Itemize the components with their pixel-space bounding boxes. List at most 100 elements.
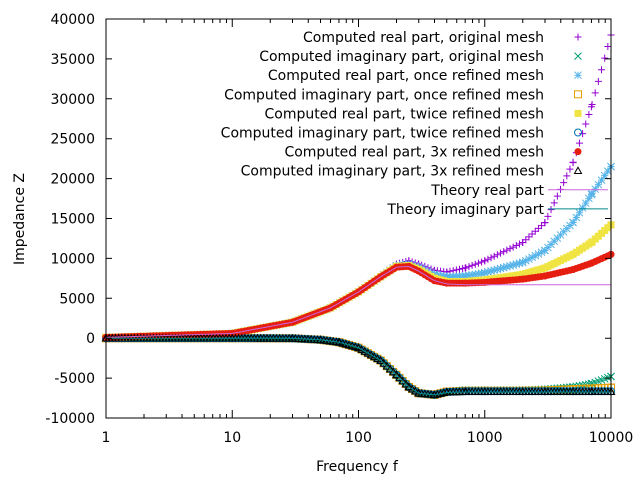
data-point xyxy=(587,387,596,395)
data-point xyxy=(518,258,527,267)
data-point xyxy=(518,387,528,395)
data-point xyxy=(414,388,424,397)
y-tick-label: 10000 xyxy=(50,251,95,267)
data-point xyxy=(587,103,595,111)
series-marker xyxy=(515,259,524,268)
series-marker xyxy=(553,192,561,200)
series-marker xyxy=(597,176,606,185)
series-marker xyxy=(579,130,587,138)
series-marker xyxy=(563,172,571,180)
series-marker xyxy=(560,179,568,187)
series-marker xyxy=(509,243,517,251)
data-point xyxy=(480,268,489,277)
series-marker xyxy=(398,376,408,385)
series-marker xyxy=(594,77,602,85)
series-marker xyxy=(407,384,417,393)
series-marker xyxy=(550,199,558,207)
series-marker xyxy=(357,345,367,353)
series-marker xyxy=(521,256,530,265)
series-marker xyxy=(585,194,593,203)
legend-marker xyxy=(574,71,582,80)
series-marker xyxy=(566,165,574,173)
y-tick-label: -5000 xyxy=(54,371,95,387)
legend-marker xyxy=(573,166,583,174)
data-point xyxy=(442,272,451,281)
data-point xyxy=(519,238,527,246)
legend-marker xyxy=(574,52,582,60)
data-point xyxy=(392,370,401,379)
series-marker xyxy=(468,261,476,269)
y-tick-label: -10000 xyxy=(45,411,95,427)
series-marker xyxy=(493,265,502,274)
series-marker xyxy=(591,89,599,97)
legend-label: Computed imaginary part, original mesh xyxy=(259,49,544,65)
series-marker xyxy=(436,271,445,280)
legend-label: Computed imaginary part, 3x refined mesh xyxy=(241,164,544,180)
series-marker xyxy=(604,43,612,51)
series-marker xyxy=(410,386,420,395)
y-tick-label: 0 xyxy=(86,331,95,347)
series-marker xyxy=(490,252,498,260)
data-point xyxy=(481,278,489,286)
legend-label: Theory imaginary part xyxy=(386,202,544,218)
legend-label: Computed imaginary part, twice refined m… xyxy=(221,126,544,142)
series-marker xyxy=(575,208,584,217)
legend-marker xyxy=(574,90,582,99)
data-point xyxy=(541,272,549,280)
data-point xyxy=(442,387,452,396)
data-point xyxy=(587,238,595,246)
series-marker xyxy=(503,246,511,254)
legend-marker xyxy=(574,109,582,117)
series-marker xyxy=(468,270,476,279)
series-marker xyxy=(547,206,555,214)
series-marker xyxy=(537,248,546,257)
data-point xyxy=(461,272,470,280)
x-tick-label: 1 xyxy=(102,430,111,446)
series-marker xyxy=(471,270,480,279)
series-marker xyxy=(490,266,499,275)
legend-label: Computed real part, original mesh xyxy=(303,30,544,46)
series-marker xyxy=(478,258,486,266)
legend-label: Computed imaginary part, once refined me… xyxy=(224,87,544,103)
series-marker xyxy=(534,250,543,258)
series-marker xyxy=(497,249,505,257)
series-marker xyxy=(474,269,483,278)
legend-marker xyxy=(574,33,582,41)
series-marker xyxy=(594,180,603,189)
data-point xyxy=(540,387,550,395)
x-tick-label: 10 xyxy=(223,430,241,446)
series-marker xyxy=(493,251,501,259)
data-point xyxy=(569,250,577,258)
data-point xyxy=(569,159,577,167)
data-point xyxy=(568,387,578,395)
series-marker xyxy=(581,199,590,208)
y-tick-label: 40000 xyxy=(50,12,95,28)
series-marker xyxy=(465,263,473,271)
legend-label: Computed real part, twice refined mesh xyxy=(265,106,544,122)
data-point xyxy=(461,264,469,272)
x-axis-title: Frequency f xyxy=(316,459,399,475)
series-marker xyxy=(499,263,508,272)
data-point xyxy=(519,275,527,283)
data-point xyxy=(569,218,577,227)
series-marker xyxy=(528,253,536,262)
x-tick-label: 100 xyxy=(345,430,372,446)
series-marker xyxy=(496,264,505,273)
plot-area xyxy=(101,31,616,399)
data-point xyxy=(443,279,451,287)
series-line xyxy=(106,337,611,396)
series-marker xyxy=(600,171,609,180)
series-marker xyxy=(601,54,609,62)
series-marker xyxy=(506,262,514,270)
series-marker xyxy=(471,260,479,268)
data-point xyxy=(541,246,549,255)
series-marker xyxy=(474,259,482,267)
series-marker xyxy=(477,269,486,278)
series-marker xyxy=(582,120,590,128)
y-tick-label: 5000 xyxy=(59,291,95,307)
series-marker xyxy=(456,265,463,273)
y-tick-label: 35000 xyxy=(50,52,95,68)
data-point xyxy=(541,218,549,226)
series-marker xyxy=(401,379,411,388)
series-marker xyxy=(500,248,508,256)
